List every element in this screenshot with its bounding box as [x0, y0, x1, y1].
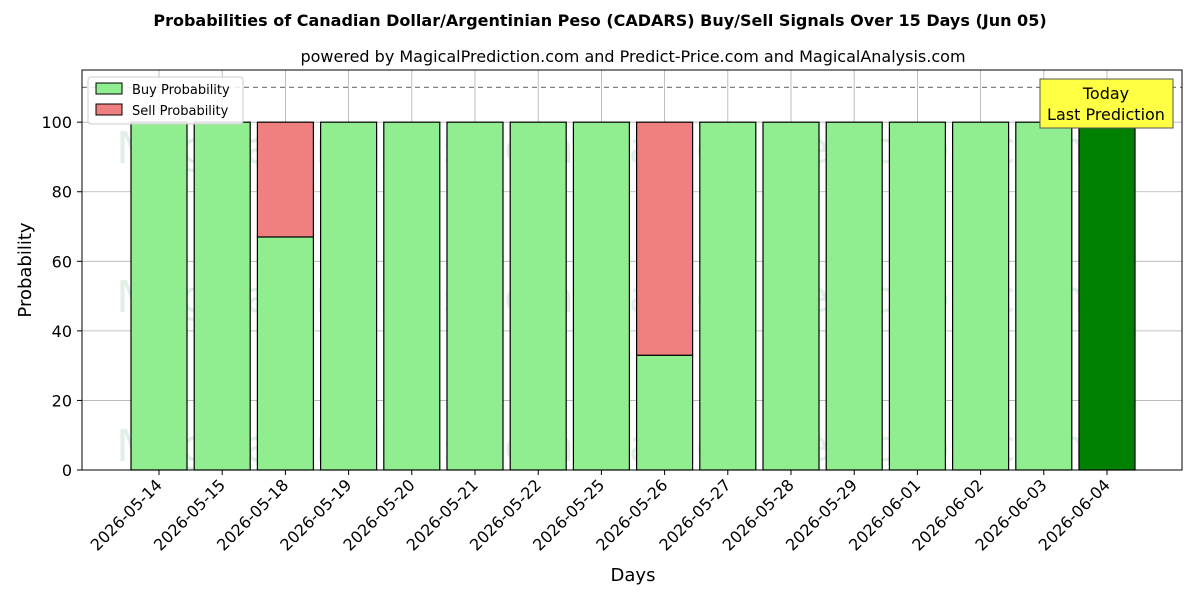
- x-axis-label: Days: [611, 565, 656, 586]
- bar-buy-14: [1015, 121, 1073, 471]
- bar-buy-0: [130, 121, 188, 471]
- bars: [130, 121, 1136, 471]
- y-tick-label-0: 0: [62, 461, 72, 480]
- legend-label-buy: Buy Probability: [132, 83, 230, 98]
- bar-sell-2: [256, 121, 314, 238]
- bar-buy-4: [383, 121, 441, 471]
- annotation-line-2: Last Prediction: [1047, 105, 1165, 124]
- bar-buy-11: [825, 121, 883, 471]
- bar-buy-2: [256, 236, 314, 471]
- y-tick-label-3: 60: [52, 252, 72, 271]
- today-annotation: Today Last Prediction: [1039, 78, 1174, 129]
- legend-swatch-sell: [95, 103, 123, 116]
- bar-buy-3: [320, 121, 378, 471]
- bar-buy-7: [572, 121, 631, 471]
- legend: Buy Probability Sell Probability: [87, 76, 244, 125]
- bar-buy-9: [699, 121, 757, 471]
- annotation-box: [1039, 78, 1174, 129]
- legend-label-sell: Sell Probability: [132, 104, 229, 119]
- plot-frame: [81, 69, 1183, 471]
- legend-frame: [87, 76, 244, 125]
- bar-buy-12: [888, 121, 947, 471]
- bar-buy-6: [509, 121, 567, 471]
- legend-swatch-buy: [95, 82, 123, 95]
- x-axis: 2026-05-142026-05-152026-05-182026-05-19…: [87, 470, 1114, 555]
- chart-title: Probabilities of Canadian Dollar/Argenti…: [153, 11, 1046, 30]
- y-tick-label-4: 80: [52, 183, 72, 202]
- y-axis-label: Probability: [15, 222, 36, 317]
- bar-sell-8: [635, 121, 694, 356]
- chart-subtitle: powered by MagicalPrediction.com and Pre…: [300, 47, 965, 66]
- y-tick-label-5: 100: [41, 113, 72, 132]
- bar-buy-5: [446, 121, 504, 471]
- y-tick-label-1: 20: [52, 391, 72, 410]
- y-tick-label-2: 40: [52, 322, 72, 341]
- y-axis: 0 20 40 60 80 100: [41, 113, 82, 480]
- bar-buy-13: [951, 121, 1010, 471]
- bar-buy-8: [635, 354, 694, 471]
- annotation-line-1: Today: [1082, 84, 1129, 103]
- bar-buy-1: [193, 121, 251, 471]
- bar-buy-10: [762, 121, 820, 471]
- bar-buy-15: [1078, 121, 1136, 471]
